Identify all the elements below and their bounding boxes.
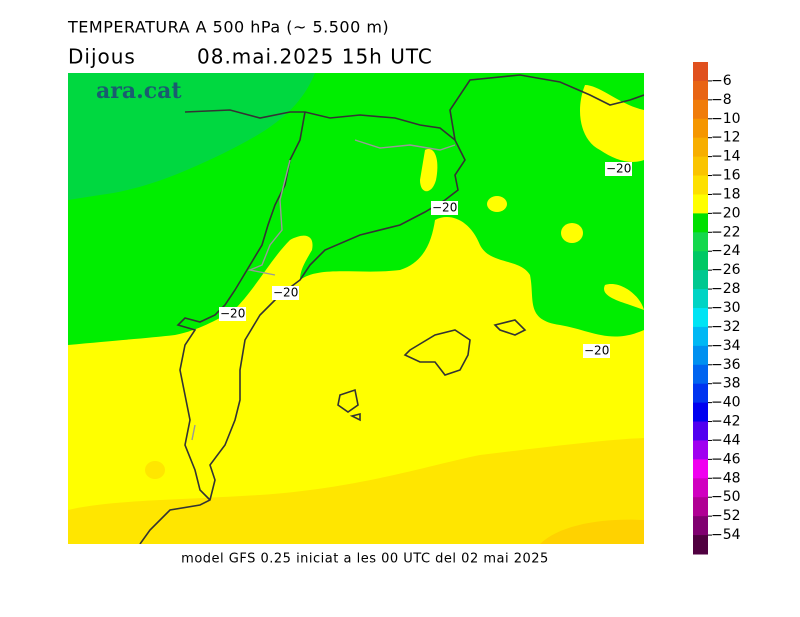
field-light-orange-spot — [145, 461, 165, 479]
colorbar-swatch — [693, 62, 708, 82]
colorbar-label: −6 — [711, 73, 732, 89]
field-yellow-spot — [604, 284, 644, 310]
colorbar: −6 −8 −10 −12 −14 −16 −18 −20 −22 −24 −26 −28 −30 −32… — [693, 62, 741, 555]
colorbar-swatch — [693, 497, 708, 517]
contour-label: −20 — [220, 307, 245, 321]
map: ara.cat −20 −20 −20 −20 −20 — [68, 73, 644, 544]
colorbar-swatch — [693, 421, 708, 441]
colorbar-swatch — [693, 326, 708, 347]
island — [493, 319, 527, 336]
colorbar-label: −38 — [711, 376, 741, 392]
map-title: TEMPERATURA A 500 hPa (~ 5.500 m) — [67, 18, 389, 37]
field-light-orange — [68, 438, 644, 544]
contour-label: −20 — [432, 201, 457, 215]
field-dark-green — [68, 73, 315, 200]
island — [337, 388, 359, 413]
colorbar-swatch — [693, 364, 708, 385]
colorbar-swatch — [693, 156, 708, 177]
colorbar-swatch — [693, 270, 708, 290]
colorbar-swatch — [693, 175, 708, 195]
colorbar-swatch — [693, 478, 708, 498]
colorbar-label: −36 — [711, 357, 741, 373]
colorbar-label: −24 — [711, 243, 741, 259]
colorbar-swatch — [693, 137, 708, 158]
contour-label: −20 — [606, 162, 631, 176]
border — [176, 111, 306, 501]
colorbar-swatch — [693, 80, 708, 101]
contour-label: −20 — [584, 344, 609, 358]
colorbar-swatch — [693, 118, 708, 139]
colorbar-swatch — [693, 213, 708, 233]
colorbar-label: −22 — [711, 224, 741, 240]
map-datetime: 08.mai.2025 15h UTC — [197, 45, 433, 69]
colorbar-swatch — [693, 345, 708, 366]
map-footer: model GFS 0.25 iniciat a les 00 UTC del … — [181, 552, 549, 567]
map-day: Dijous — [68, 45, 136, 69]
colorbar-label: −28 — [711, 281, 741, 297]
colorbar-swatch — [693, 289, 708, 309]
colorbar-label: −14 — [711, 149, 741, 165]
colorbar-swatch — [693, 535, 708, 555]
colorbar-swatch — [693, 251, 708, 271]
colorbar-label: −50 — [711, 489, 741, 505]
colorbar-swatch — [693, 440, 708, 460]
colorbar-label: −8 — [711, 92, 732, 108]
field-yellow-spot — [561, 223, 583, 243]
colorbar-label: −46 — [711, 451, 741, 467]
colorbar-label: −48 — [711, 470, 741, 486]
contour-label-bg — [219, 307, 246, 321]
colorbar-swatch — [693, 194, 708, 214]
contour-label: −20 — [273, 286, 298, 300]
contour-label-bg — [605, 162, 632, 176]
island — [349, 412, 361, 422]
colorbar-label: −30 — [711, 300, 741, 316]
field-yellow-spot — [487, 196, 507, 212]
contour-label-bg — [431, 201, 458, 215]
colorbar-label: −44 — [711, 432, 741, 448]
colorbar-label: −32 — [711, 319, 741, 335]
contour-label-bg — [272, 286, 299, 300]
colorbar-swatch — [693, 99, 708, 120]
colorbar-swatch — [693, 402, 708, 423]
contour-label-bg — [583, 344, 610, 358]
colorbar-swatch — [693, 459, 708, 479]
coastline — [139, 109, 466, 544]
field-orange — [540, 519, 644, 544]
coastline — [449, 74, 644, 141]
colorbar-label: −40 — [711, 395, 741, 411]
island — [403, 329, 471, 376]
colorbar-swatch — [693, 516, 708, 536]
field-yellow-ne — [580, 85, 644, 162]
colorbar-label: −18 — [711, 186, 741, 202]
colorbar-label: −54 — [711, 527, 741, 543]
colorbar-label: −42 — [711, 414, 741, 430]
logo: ara.cat — [96, 78, 182, 104]
colorbar-swatch — [693, 308, 708, 328]
colorbar-label: −16 — [711, 168, 741, 184]
border — [191, 139, 456, 441]
colorbar-label: −10 — [711, 111, 741, 127]
colorbar-label: −20 — [711, 205, 741, 221]
colorbar-swatch — [693, 232, 708, 252]
field-yellow-spot — [420, 149, 438, 192]
colorbar-swatch — [693, 383, 708, 404]
colorbar-label: −26 — [711, 262, 741, 278]
colorbar-label: −34 — [711, 338, 741, 354]
colorbar-label: −52 — [711, 508, 741, 524]
colorbar-label: −12 — [711, 130, 741, 146]
